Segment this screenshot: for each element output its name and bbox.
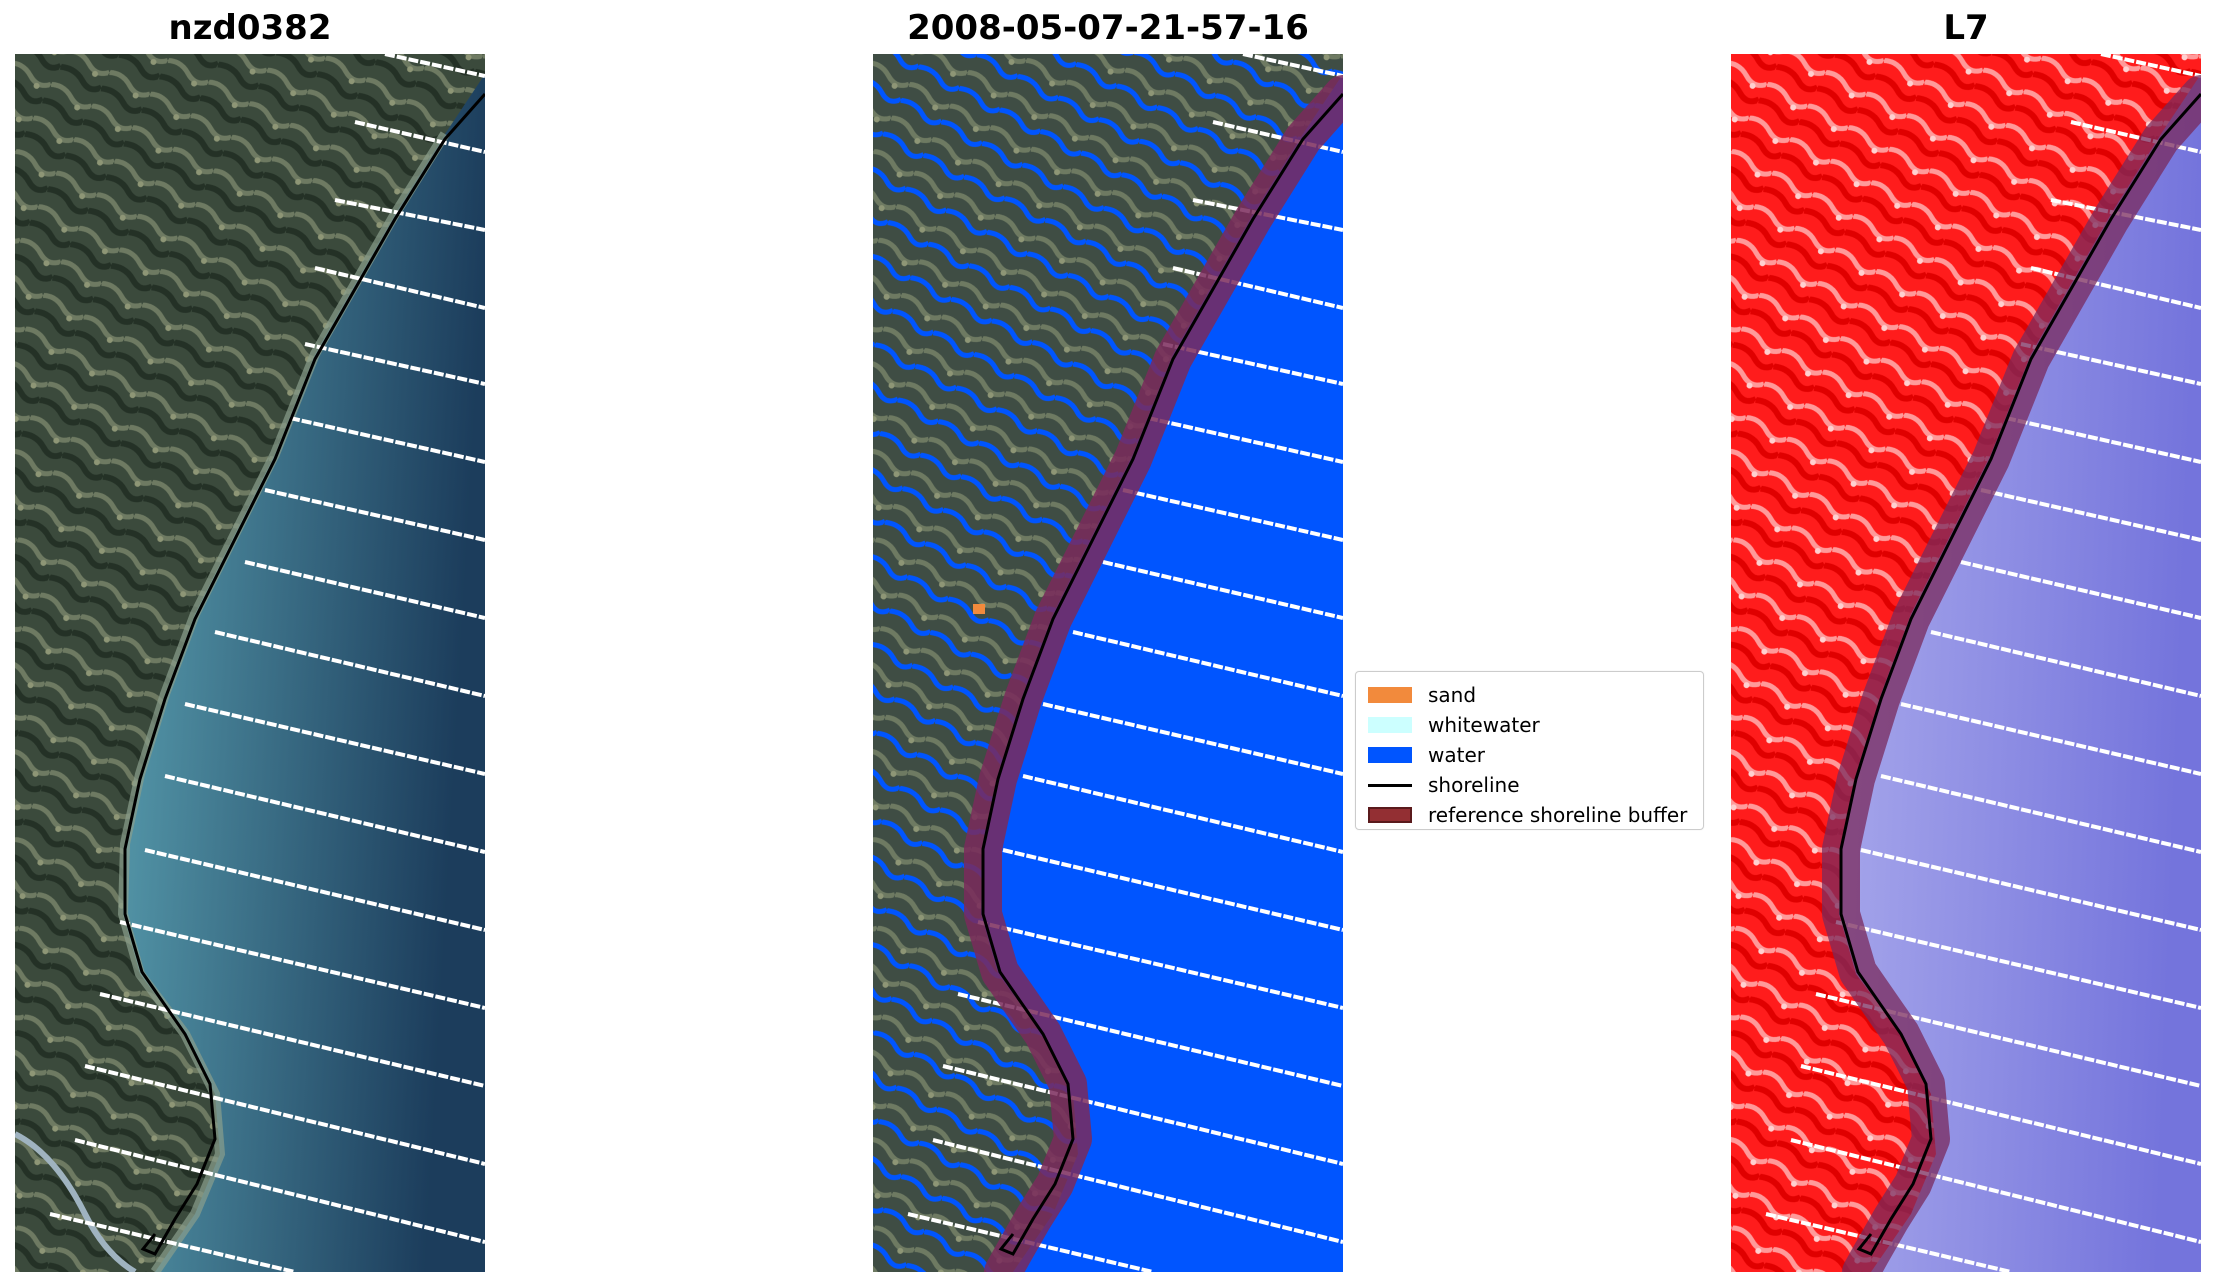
legend-item-sand: sand: [1368, 682, 1476, 708]
legend: sand whitewater water shoreline referenc…: [1355, 671, 1704, 830]
legend-label: whitewater: [1428, 713, 1540, 737]
shoreline: [981, 93, 1343, 1256]
legend-item-shoreline: shoreline: [1368, 772, 1520, 798]
legend-label: water: [1428, 743, 1485, 767]
sand-pixels: [973, 604, 985, 614]
estuary: [15, 1131, 137, 1272]
sand-swatch: [1368, 687, 1412, 703]
classified-image-panel: [873, 54, 1343, 1272]
shoreline: [123, 93, 485, 1256]
buffer-swatch: [1368, 807, 1412, 823]
legend-label: shoreline: [1428, 773, 1520, 797]
legend-item-water: water: [1368, 742, 1485, 768]
legend-label: sand: [1428, 683, 1477, 707]
water-swatch: [1368, 747, 1412, 763]
transect-lines: [49, 54, 485, 1272]
legend-label: reference shoreline buffer: [1428, 803, 1688, 827]
transect-lines: [1765, 54, 2201, 1272]
shoreline: [1839, 93, 2201, 1256]
title-panel-1: nzd0382: [168, 8, 332, 48]
rgb-image-panel: [15, 54, 485, 1272]
shoreline-line-sample: [1368, 783, 1412, 787]
land-area: [15, 54, 485, 1272]
title-panel-2: 2008-05-07-21-57-16: [907, 8, 1309, 48]
legend-item-whitewater: whitewater: [1368, 712, 1540, 738]
index-image-panel: [1731, 54, 2201, 1272]
whitewater-swatch: [1368, 717, 1412, 733]
title-panel-3: L7: [1943, 8, 1989, 48]
legend-item-buffer: reference shoreline buffer: [1368, 802, 1687, 828]
